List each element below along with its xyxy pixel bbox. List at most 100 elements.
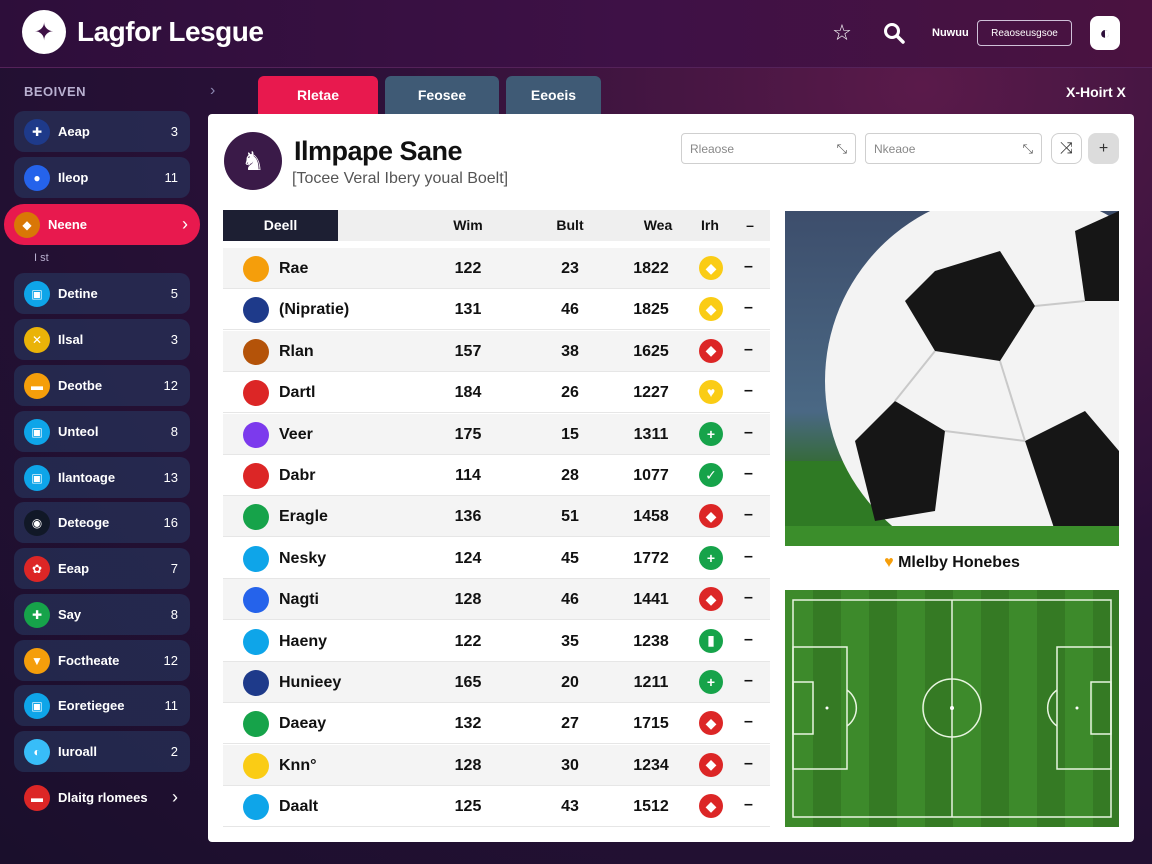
sidebar-item[interactable]: ▬ Deotbe 12 [14, 365, 190, 406]
status-badge-icon: ◆ [699, 338, 723, 363]
table-row[interactable]: Dartl 184 26 1227 ♥ – [223, 372, 770, 414]
filter-field-1[interactable]: Rleaose ⤡ [681, 133, 856, 164]
shuffle-icon[interactable]: ⤨ [1051, 133, 1082, 164]
table-row[interactable]: Hunieey 165 20 1211 + – [223, 662, 770, 703]
header-search-field[interactable]: Reaoseusgsoe [977, 20, 1072, 46]
search-icon[interactable] [881, 20, 907, 46]
draws-cell: 46 [561, 301, 579, 319]
row-menu-icon[interactable]: – [744, 423, 753, 441]
points-cell: 1822 [633, 260, 669, 277]
table-row[interactable]: Veer 175 15 1311 + – [223, 413, 770, 455]
sidebar-item[interactable]: ▣ Ilantoage 13 [14, 457, 190, 498]
team-name[interactable]: Knn° [279, 756, 317, 774]
team-name[interactable]: Dartl [279, 384, 316, 402]
team-flag-icon: ◉ [24, 509, 50, 536]
wins-cell: 128 [454, 756, 482, 774]
team-name[interactable]: (Nipratie) [279, 301, 350, 319]
tab-2[interactable]: Eeoeis [506, 76, 601, 114]
points-cell: 1234 [633, 756, 669, 774]
user-name[interactable]: Nuwuu [932, 27, 969, 39]
table-row[interactable]: Nesky 124 45 1772 + – [223, 538, 770, 579]
column-header[interactable]: Wim [453, 217, 483, 233]
sidebar-item[interactable]: ▣ Unteol 8 [14, 411, 190, 452]
points-cell: 1715 [633, 715, 669, 733]
brand-title[interactable]: Lagfor Lesgue [77, 16, 264, 47]
row-menu-icon[interactable]: – [744, 465, 753, 482]
sidebar-item[interactable]: ● Ileop 11 [14, 157, 190, 198]
sidebar-item[interactable]: ▼ Foctheate 12 [14, 640, 190, 681]
column-header[interactable]: Bult [556, 217, 584, 233]
team-name[interactable]: Nagti [279, 591, 319, 609]
team-name[interactable]: Daeay [279, 715, 327, 733]
team-name[interactable]: Hunieey [279, 674, 342, 691]
sidebar-item[interactable]: ▣ Eoretiegee 11 [14, 685, 190, 726]
row-menu-icon[interactable]: – [744, 796, 753, 814]
row-menu-icon[interactable]: – [744, 382, 753, 400]
sidebar-item[interactable]: ◆ Neene › [4, 204, 200, 245]
team-flag-icon [243, 752, 269, 779]
sidebar-item-label: Say [58, 607, 82, 622]
team-flag-icon: ◆ [14, 211, 40, 238]
column-header[interactable]: Deell [223, 210, 338, 241]
tab-1[interactable]: Feosee [385, 76, 499, 114]
status-badge-icon: ✓ [699, 463, 723, 487]
column-header[interactable]: Wea [643, 217, 673, 233]
add-icon[interactable]: + [1088, 133, 1119, 164]
sidebar-item-label: Aeap [58, 124, 90, 139]
sidebar-item[interactable]: ✿ Eeap 7 [14, 548, 190, 589]
table-row[interactable]: Haeny 122 35 1238 ▮ – [223, 621, 770, 662]
team-name[interactable]: Daalt [279, 798, 319, 816]
sidebar-item[interactable]: ✕ Ilsal 3 [14, 319, 190, 360]
row-menu-icon[interactable]: – [744, 630, 753, 648]
sidebar-item[interactable]: ▣ Detine 5 [14, 273, 190, 314]
table-row[interactable]: Dabr 114 28 1077 ✓ – [223, 455, 770, 496]
team-name[interactable]: Rae [279, 260, 309, 277]
tab-0[interactable]: Rletae [258, 76, 378, 114]
row-menu-icon[interactable]: – [744, 299, 753, 317]
column-header[interactable]: Irh [701, 217, 719, 233]
row-menu-icon[interactable]: – [744, 672, 753, 689]
sidebar-item[interactable]: ✚ Say 8 [14, 594, 190, 635]
row-menu-icon[interactable]: – [744, 589, 753, 607]
sidebar-item[interactable]: ▬ Dlaitg rlomees › [14, 777, 190, 818]
row-menu-icon[interactable]: – [744, 506, 753, 524]
team-name[interactable]: Dabr [279, 467, 316, 484]
team-name[interactable]: Nesky [279, 549, 327, 567]
row-menu-icon[interactable]: – [744, 340, 753, 358]
tab-right-link[interactable]: X-Hoirt X [1066, 84, 1126, 100]
clear-icon[interactable]: ⤡ [836, 140, 847, 156]
league-logo-icon[interactable]: ✦ [22, 10, 66, 54]
points-cell: 1077 [633, 467, 669, 484]
row-menu-icon[interactable]: – [744, 713, 753, 731]
table-row[interactable]: Rae 122 23 1822 ◆ – [223, 248, 770, 289]
row-menu-icon[interactable]: – [744, 547, 753, 565]
sidebar-item[interactable]: ✚ Aeap 3 [14, 111, 190, 152]
table-row[interactable]: (Nipratie) 131 46 1825 ◆ – [223, 289, 770, 331]
clear-icon[interactable]: ⤡ [1022, 140, 1033, 156]
team-name[interactable]: Eragle [279, 508, 328, 526]
team-name[interactable]: Haeny [279, 632, 328, 650]
table-row[interactable]: Nagti 128 46 1441 ◆ – [223, 579, 770, 621]
sidebar-item[interactable]: ◉ Deteoge 16 [14, 502, 190, 543]
row-menu-icon[interactable]: – [744, 258, 753, 275]
sidebar-item[interactable]: ◐ Iuroall 2 [14, 731, 190, 772]
table-row[interactable]: Eragle 136 51 1458 ◆ – [223, 496, 770, 538]
team-flag-icon: ▣ [24, 464, 50, 491]
sidebar-item-count: 7 [170, 561, 178, 576]
team-flag-icon [243, 256, 269, 282]
wins-cell: 125 [454, 798, 482, 816]
star-icon[interactable]: ☆ [832, 20, 852, 45]
table-row[interactable]: Daalt 125 43 1512 ◆ – [223, 786, 770, 828]
team-flag-icon [243, 421, 269, 448]
filter-field-2[interactable]: Nkeaoe ⤡ [865, 133, 1042, 164]
table-row[interactable]: Rlan 157 38 1625 ◆ – [223, 330, 770, 372]
sidebar-collapse-chevron-icon[interactable]: › [210, 82, 216, 99]
avatar-icon[interactable]: ◐ [1090, 16, 1120, 50]
table-row[interactable]: Knn° 128 30 1234 ◆ – [223, 744, 770, 786]
table-row[interactable]: Daeay 132 27 1715 ◆ – [223, 703, 770, 745]
row-menu-icon[interactable]: – [744, 754, 753, 772]
team-name[interactable]: Rlan [279, 342, 314, 360]
column-header[interactable]: – [746, 217, 754, 233]
team-name[interactable]: Veer [279, 425, 313, 443]
points-cell: 1311 [633, 425, 669, 443]
